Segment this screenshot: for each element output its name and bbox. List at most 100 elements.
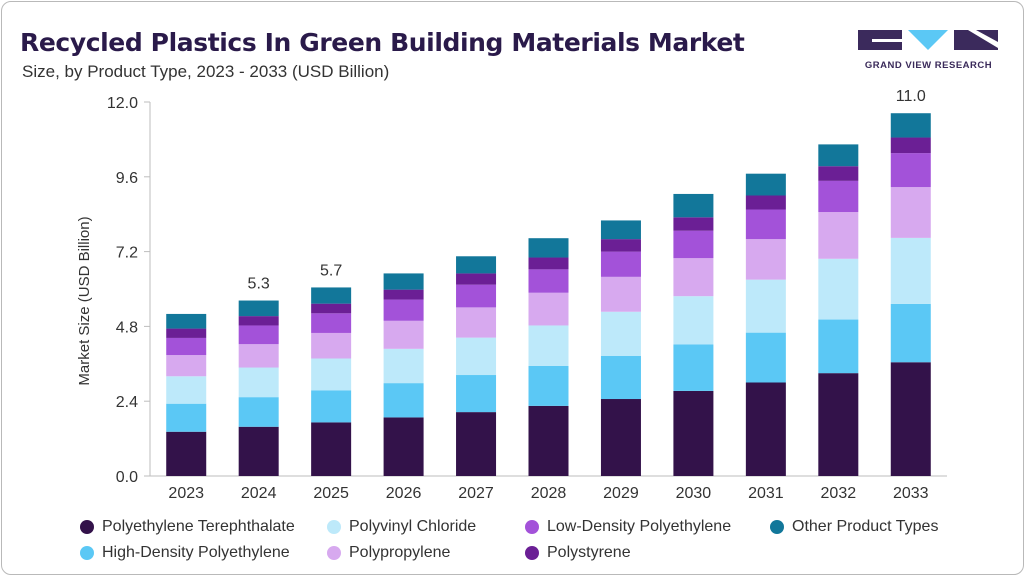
bar-segment: [166, 337, 207, 356]
y-tick-label: 0.0: [116, 469, 138, 486]
bar-segment: [383, 273, 424, 290]
legend-item: Low-Density Polyethylene: [525, 518, 770, 536]
bar-segment: [238, 344, 279, 368]
bar-segment: [166, 313, 207, 329]
legend-item: Polyethylene Terephthalate: [80, 518, 327, 536]
bar-segment: [238, 426, 279, 476]
bar-segment: [890, 237, 931, 304]
y-tick-label: 12.0: [107, 95, 138, 112]
x-tick-label: 2028: [531, 485, 567, 502]
legend-swatch: [525, 520, 539, 534]
bar-segment: [745, 195, 786, 210]
bar-segment: [311, 332, 352, 359]
bar-segment: [818, 212, 859, 259]
legend-item: Polyvinyl Chloride: [327, 518, 525, 536]
bar-segment: [383, 348, 424, 384]
bar-segment: [456, 307, 497, 338]
bar-segment: [600, 251, 641, 277]
bar-segment: [600, 220, 641, 240]
bar-segment: [238, 325, 279, 345]
legend-swatch: [327, 520, 341, 534]
bar-segment: [456, 284, 497, 308]
chart-subtitle: Size, by Product Type, 2023 - 2033 (USD …: [22, 62, 390, 81]
bar-segment: [818, 166, 859, 181]
legend-swatch: [770, 520, 784, 534]
y-tick-label: 9.6: [116, 170, 138, 187]
y-tick-label: 4.8: [116, 319, 138, 336]
bar-segment: [673, 193, 714, 218]
bar-segment: [166, 376, 207, 404]
legend-item: Polypropylene: [327, 544, 525, 562]
bar-segment: [238, 316, 279, 326]
bar-segment: [528, 292, 569, 326]
bar-segment: [238, 397, 279, 427]
bar-segment: [818, 319, 859, 374]
bar-segment: [166, 403, 207, 432]
x-tick-label: 2033: [893, 485, 929, 502]
x-tick-label: 2031: [748, 485, 784, 502]
bar-segment: [311, 358, 352, 391]
y-axis-title: Market Size (USD Billion): [76, 216, 93, 385]
legend-item: High-Density Polyethylene: [80, 544, 327, 562]
x-tick-label: 2024: [241, 485, 277, 502]
bar-segment: [456, 256, 497, 274]
bar-segment: [745, 173, 786, 196]
logo-text: GRAND VIEW RESEARCH: [864, 60, 993, 71]
bar-total-label: 11.0: [896, 88, 926, 105]
x-tick-label: 2029: [603, 485, 639, 502]
bar-segment: [311, 313, 352, 333]
bar-segment: [890, 113, 931, 138]
x-tick-label: 2027: [458, 485, 494, 502]
bar-segment: [818, 144, 859, 167]
legend-label: Polyvinyl Chloride: [349, 518, 477, 535]
x-tick-label: 2025: [313, 485, 349, 502]
bar-segment: [745, 332, 786, 383]
bar-segment: [673, 230, 714, 259]
chart-legend: Polyethylene Terephthalate Polyvinyl Chlo…: [80, 514, 1010, 566]
bar-segment: [745, 209, 786, 240]
legend-label: Polystyrene: [547, 544, 631, 561]
bar-segment: [600, 356, 641, 400]
bar-segment: [383, 299, 424, 321]
bar-segment: [890, 303, 931, 363]
bar-segment: [383, 417, 424, 476]
legend-label: Low-Density Polyethylene: [547, 518, 732, 535]
legend-label: Polypropylene: [349, 544, 451, 561]
bar-segment: [238, 300, 279, 317]
bar-segment: [528, 257, 569, 270]
bar-segment: [745, 239, 786, 280]
bar-segment: [311, 303, 352, 314]
bar-segment: [818, 180, 859, 213]
bar-segment: [818, 373, 859, 476]
bar-segment: [383, 383, 424, 418]
x-tick-label: 2032: [821, 485, 857, 502]
legend-row: Polyethylene Terephthalate Polyvinyl Chlo…: [80, 514, 1010, 540]
legend-label: High-Density Polyethylene: [102, 544, 290, 561]
bar-segment: [456, 273, 497, 285]
chart-title: Recycled Plastics In Green Building Mate…: [20, 28, 745, 57]
bar-segment: [528, 365, 569, 406]
y-tick-label: 7.2: [116, 245, 138, 262]
x-tick-label: 2026: [386, 485, 422, 502]
bar-segment: [745, 279, 786, 333]
bar-segment: [890, 137, 931, 154]
bar-segment: [528, 238, 569, 258]
x-tick-label: 2030: [676, 485, 712, 502]
bar-segment: [238, 367, 279, 398]
bar-total-label: 5.3: [248, 276, 270, 293]
legend-label: Polyethylene Terephthalate: [102, 518, 295, 535]
bar-segment: [456, 375, 497, 413]
bar-segment: [673, 390, 714, 476]
bar-segment: [890, 153, 931, 188]
bar-segment: [673, 296, 714, 345]
legend-item: Other Product Types: [770, 518, 970, 536]
bar-segment: [528, 325, 569, 366]
legend-row: High-Density Polyethylene Polypropylene Po…: [80, 540, 1010, 566]
bar-segment: [166, 431, 207, 476]
bar-segment: [383, 289, 424, 300]
bar-segment: [890, 187, 931, 238]
bar-segment: [528, 269, 569, 293]
grand-view-research-logo: GRAND VIEW RESEARCH: [856, 28, 1001, 74]
bar-segment: [311, 422, 352, 476]
bar-segment: [745, 382, 786, 476]
